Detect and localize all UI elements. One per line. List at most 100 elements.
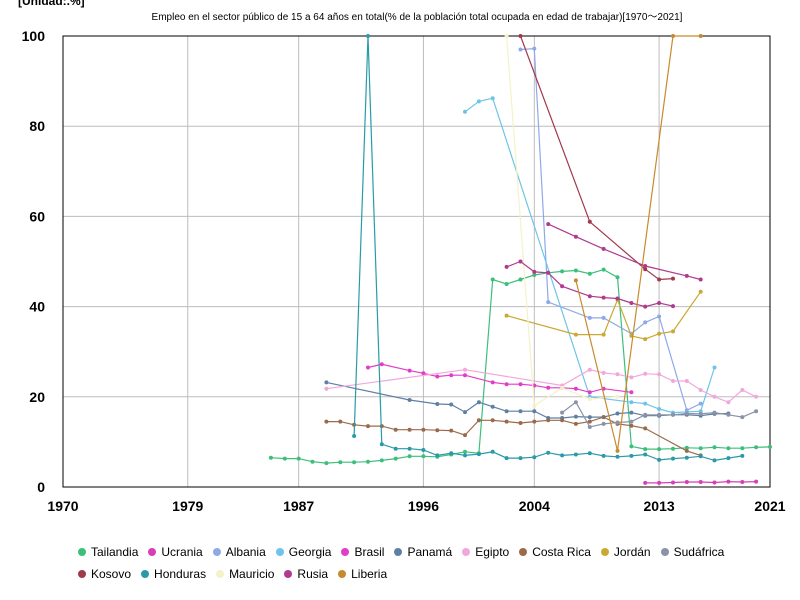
data-point (587, 415, 592, 420)
data-point (684, 445, 689, 450)
data-point (490, 404, 495, 409)
data-point (504, 34, 509, 38)
data-point (601, 246, 606, 251)
legend-item: Jordán (600, 541, 651, 563)
data-point (726, 400, 731, 405)
data-point (518, 409, 523, 414)
data-point (421, 454, 426, 459)
legend-label: Georgia (288, 545, 332, 559)
x-tick-label: 1970 (47, 498, 78, 514)
legend-label: Honduras (154, 567, 207, 581)
chart-title: Empleo en el sector público de 15 a 64 a… (151, 12, 683, 23)
data-point (366, 365, 370, 370)
data-point (504, 419, 509, 424)
data-point (393, 456, 398, 461)
data-point (546, 222, 551, 227)
legend-marker (78, 548, 86, 556)
data-point (601, 415, 606, 420)
x-tick-label: 2004 (519, 498, 550, 514)
data-point (407, 446, 412, 451)
legend-item: Honduras (141, 563, 206, 585)
legend-item: Costa Rica (519, 541, 591, 563)
data-point (684, 411, 689, 416)
data-point (643, 337, 648, 342)
data-point (490, 418, 495, 423)
data-point (352, 460, 357, 465)
data-point (657, 372, 662, 377)
legend-label: Panamá (407, 545, 453, 559)
data-point (366, 424, 370, 429)
data-point (587, 425, 592, 429)
data-point (324, 386, 329, 391)
legend: Tailandia Ucrania Albania Georgia Brasil Pana… (78, 541, 778, 585)
data-point (601, 453, 606, 458)
data-point (310, 459, 315, 464)
data-point (490, 380, 495, 385)
data-point (366, 34, 370, 38)
data-point (573, 386, 578, 391)
series-panam- (324, 380, 731, 420)
data-point (657, 447, 662, 452)
data-point (601, 295, 606, 300)
series-tailandia (268, 267, 772, 466)
data-point (643, 412, 648, 417)
data-point (629, 453, 634, 458)
series-line (519, 35, 674, 281)
series-line (367, 363, 632, 393)
data-point (546, 450, 551, 455)
data-point (393, 446, 398, 451)
data-point (421, 427, 426, 432)
data-point (476, 452, 481, 457)
data-point (657, 331, 662, 336)
data-point (671, 480, 675, 485)
series-line (326, 381, 729, 419)
data-point (476, 400, 481, 405)
data-point (504, 382, 509, 387)
data-point (601, 267, 606, 272)
data-point (740, 415, 745, 420)
data-point (615, 411, 620, 416)
data-point (546, 300, 551, 305)
data-point (726, 446, 731, 451)
data-point (615, 454, 620, 459)
legend-label: Mauricio (229, 567, 275, 581)
data-point (726, 412, 731, 417)
data-point (518, 382, 523, 387)
data-point (671, 34, 675, 38)
series-group (268, 34, 772, 485)
data-point (407, 368, 412, 373)
data-point (449, 402, 454, 407)
y-tick-label: 20 (29, 389, 45, 405)
data-point (740, 453, 745, 458)
data-point (698, 411, 703, 416)
data-point (587, 367, 592, 372)
data-point (671, 412, 675, 417)
data-point (629, 390, 634, 395)
data-point (643, 447, 648, 452)
data-point (601, 421, 606, 426)
legend-item: Mauricio (216, 563, 274, 585)
data-point (643, 320, 648, 325)
data-point (712, 365, 717, 370)
data-point (379, 362, 384, 367)
data-point (463, 410, 467, 415)
data-point (726, 456, 731, 461)
data-point (615, 296, 620, 301)
data-point (615, 275, 620, 280)
series-line (520, 47, 701, 412)
legend-marker (341, 548, 350, 556)
series-ucrania (643, 479, 759, 485)
unit-label: [Unidad:.%] (18, 0, 85, 8)
legend-item: Rusia (284, 563, 328, 585)
data-point (296, 456, 301, 461)
data-point (463, 433, 467, 438)
data-point (768, 444, 772, 449)
legend-marker (78, 570, 86, 578)
legend-label: Tailandia (91, 545, 139, 559)
legend-label: Albania (225, 545, 266, 559)
series-georgia (463, 96, 717, 415)
data-point (740, 480, 745, 484)
data-point (643, 264, 648, 268)
data-point (698, 388, 703, 392)
data-point (463, 453, 467, 458)
